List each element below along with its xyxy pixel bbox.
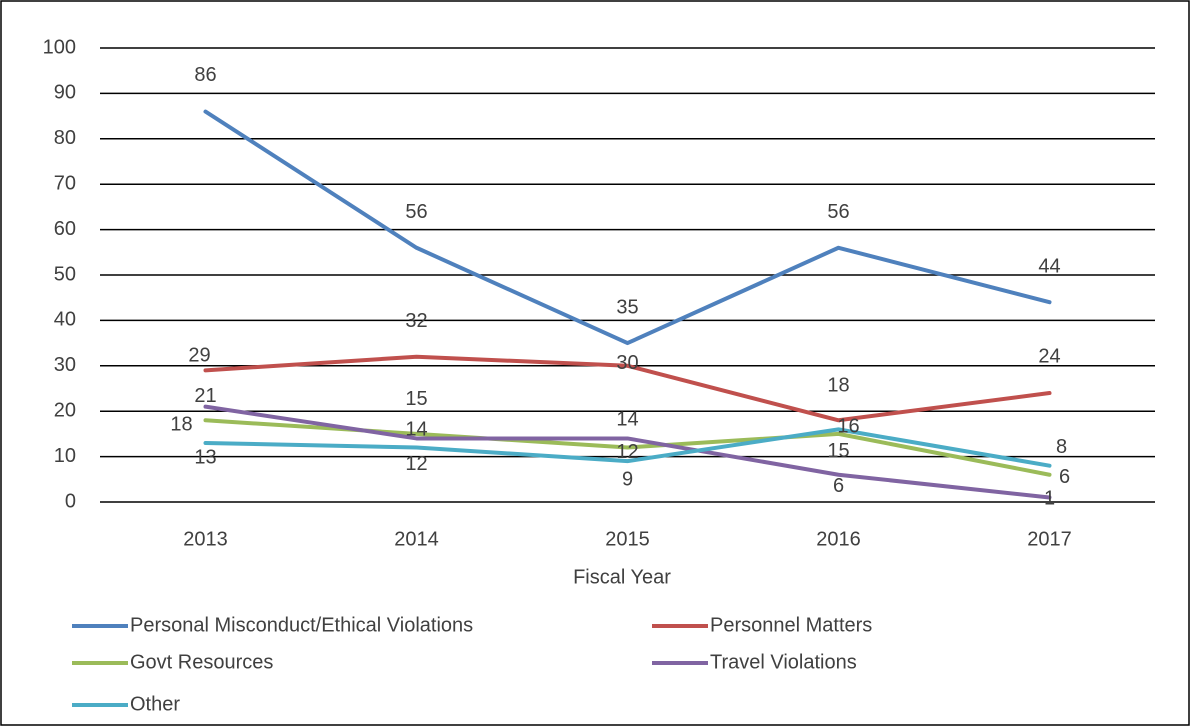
y-tick-label: 60 [54, 218, 76, 240]
data-label: 29 [188, 345, 210, 367]
legend-label: Other [130, 693, 180, 715]
x-tick-label: 2013 [183, 528, 228, 550]
y-tick-label: 100 [43, 36, 76, 58]
y-tick-label: 70 [54, 172, 76, 194]
y-tick-label: 30 [54, 354, 76, 376]
data-label: 21 [194, 385, 216, 407]
data-label: 15 [405, 388, 427, 410]
data-label: 16 [837, 416, 859, 438]
data-label: 56 [827, 201, 849, 223]
y-tick-label: 10 [54, 445, 76, 467]
data-label: 6 [833, 475, 844, 497]
data-label: 15 [827, 440, 849, 462]
series-line [203, 404, 1052, 500]
data-label: 35 [616, 296, 638, 318]
data-label: 18 [170, 414, 192, 436]
legend-label: Travel Violations [710, 651, 857, 673]
y-tick-label: 40 [54, 309, 76, 331]
data-label: 12 [616, 441, 638, 463]
data-label: 44 [1038, 256, 1060, 278]
x-tick-label: 2014 [394, 528, 439, 550]
x-tick-label: 2017 [1027, 528, 1072, 550]
y-tick-label: 0 [65, 490, 76, 512]
y-tick-label: 50 [54, 263, 76, 285]
data-label: 9 [622, 468, 633, 490]
x-tick-label: 2015 [605, 528, 650, 550]
y-tick-label: 20 [54, 399, 76, 421]
data-label: 86 [194, 64, 216, 86]
data-label: 13 [194, 446, 216, 468]
x-axis-label: Fiscal Year [573, 566, 671, 588]
series-line [203, 427, 1052, 468]
x-tick-label: 2016 [816, 528, 861, 550]
data-label: 12 [405, 453, 427, 475]
legend-label: Personnel Matters [710, 614, 872, 636]
data-label: 6 [1059, 466, 1070, 488]
data-label: 14 [405, 419, 427, 441]
series-line [203, 109, 1052, 346]
data-label: 1 [1044, 488, 1055, 510]
data-label: 14 [616, 409, 638, 431]
data-label: 8 [1056, 436, 1067, 458]
data-label: 18 [827, 375, 849, 397]
data-label: 56 [405, 201, 427, 223]
data-label: 32 [405, 310, 427, 332]
y-tick-label: 80 [54, 127, 76, 149]
series-line [203, 354, 1052, 423]
data-label: 30 [616, 352, 638, 374]
legend-label: Govt Resources [130, 651, 273, 673]
y-tick-label: 90 [54, 82, 76, 104]
legend-label: Personal Misconduct/Ethical Violations [130, 614, 473, 636]
data-label: 24 [1038, 345, 1060, 367]
